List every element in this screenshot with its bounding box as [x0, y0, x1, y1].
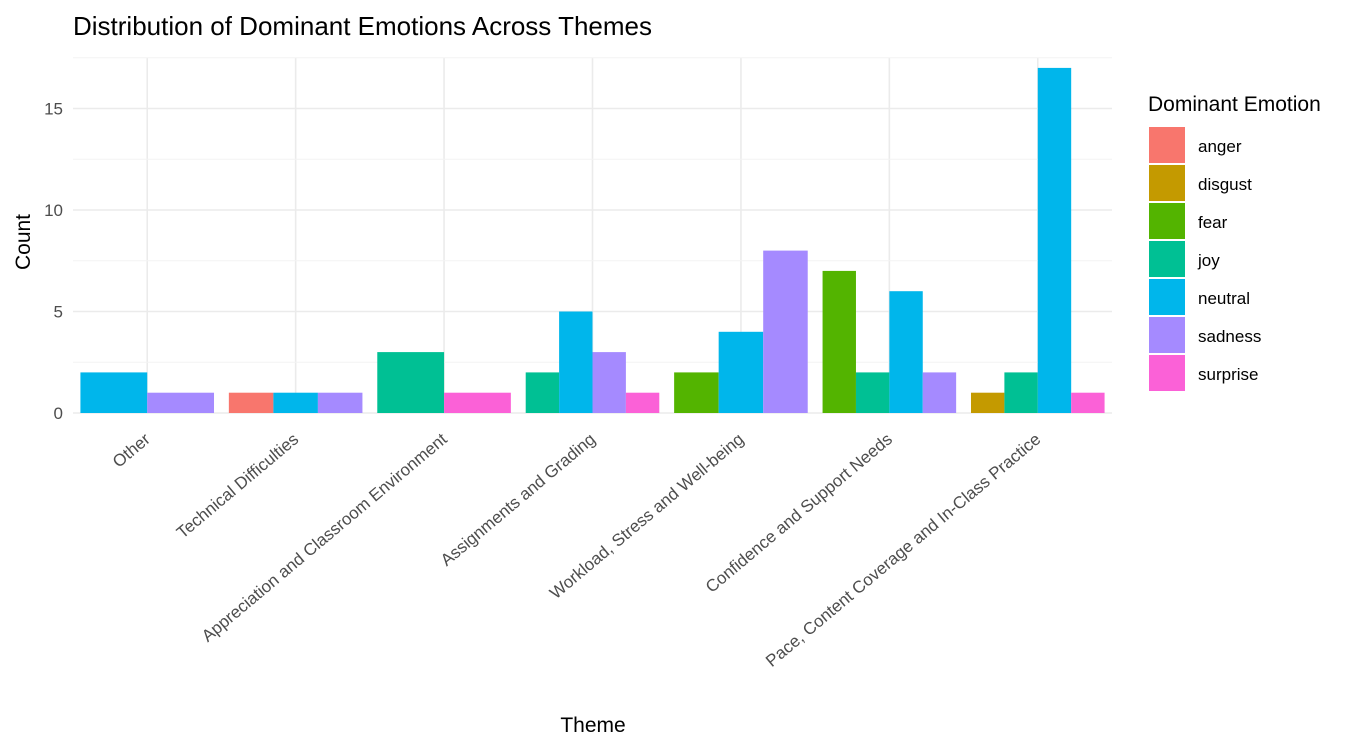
- bar-sadness: [763, 250, 808, 413]
- bar-disgust: [970, 392, 1005, 413]
- y-axis-ticks: 0 5 10 15: [44, 100, 63, 424]
- x-tick-label: Appreciation and Classroom Environment: [198, 429, 451, 645]
- bar-neutral: [559, 311, 593, 413]
- bar-joy: [525, 372, 560, 413]
- y-axis-title: Count: [12, 214, 35, 270]
- legend-key-fear: [1149, 203, 1185, 239]
- bar-joy: [377, 352, 445, 413]
- bar-neutral: [273, 392, 318, 413]
- y-tick-label: 0: [54, 404, 63, 423]
- bar-surprise: [1071, 392, 1105, 413]
- bar-surprise: [625, 392, 660, 413]
- legend-title: Dominant Emotion: [1148, 93, 1321, 116]
- y-tick-label: 5: [54, 303, 63, 322]
- bar-sadness: [592, 352, 626, 413]
- legend: Dominant Emotion anger disgust fear joy neut…: [1148, 93, 1321, 391]
- y-tick-label: 15: [44, 100, 63, 119]
- bar-fear: [674, 372, 719, 413]
- legend-label: joy: [1197, 251, 1220, 270]
- x-axis-ticks: Other Technical DifficultiesAppreciation …: [109, 429, 1044, 670]
- x-tick-label: Assignments and Grading: [437, 430, 599, 570]
- bar-neutral: [1037, 67, 1072, 414]
- chart-title: Distribution of Dominant Emotions Across…: [73, 11, 652, 41]
- legend-key-sadness: [1149, 317, 1185, 353]
- legend-key-surprise: [1149, 355, 1185, 391]
- bar-neutral: [718, 331, 764, 413]
- bars: [80, 67, 1105, 414]
- x-tick-label: Other: [109, 429, 154, 471]
- x-axis-title: Theme: [560, 714, 625, 737]
- legend-label: anger: [1198, 137, 1242, 156]
- legend-label: fear: [1198, 213, 1228, 232]
- bar-anger: [228, 392, 274, 413]
- legend-label: disgust: [1198, 175, 1252, 194]
- y-tick-label: 10: [44, 201, 63, 220]
- x-tick-label: Pace, Content Coverage and In-Class Prac…: [762, 430, 1044, 671]
- legend-label: surprise: [1198, 365, 1258, 384]
- bar-sadness: [922, 372, 957, 413]
- bar-joy: [855, 372, 890, 413]
- legend-label: sadness: [1198, 327, 1261, 346]
- legend-key-joy: [1149, 241, 1185, 277]
- x-tick-label: Technical Difficulties: [173, 430, 302, 543]
- legend-key-anger: [1149, 127, 1185, 163]
- grid: [73, 57, 1112, 414]
- bar-surprise: [444, 392, 511, 413]
- legend-key-disgust: [1149, 165, 1185, 201]
- bar-sadness: [317, 392, 363, 413]
- bar-neutral: [80, 372, 148, 413]
- bar-neutral: [889, 291, 923, 413]
- bar-joy: [1004, 372, 1038, 413]
- legend-label: neutral: [1198, 289, 1250, 308]
- legend-key-neutral: [1149, 279, 1185, 315]
- bar-fear: [822, 270, 856, 413]
- bar-sadness: [147, 392, 215, 413]
